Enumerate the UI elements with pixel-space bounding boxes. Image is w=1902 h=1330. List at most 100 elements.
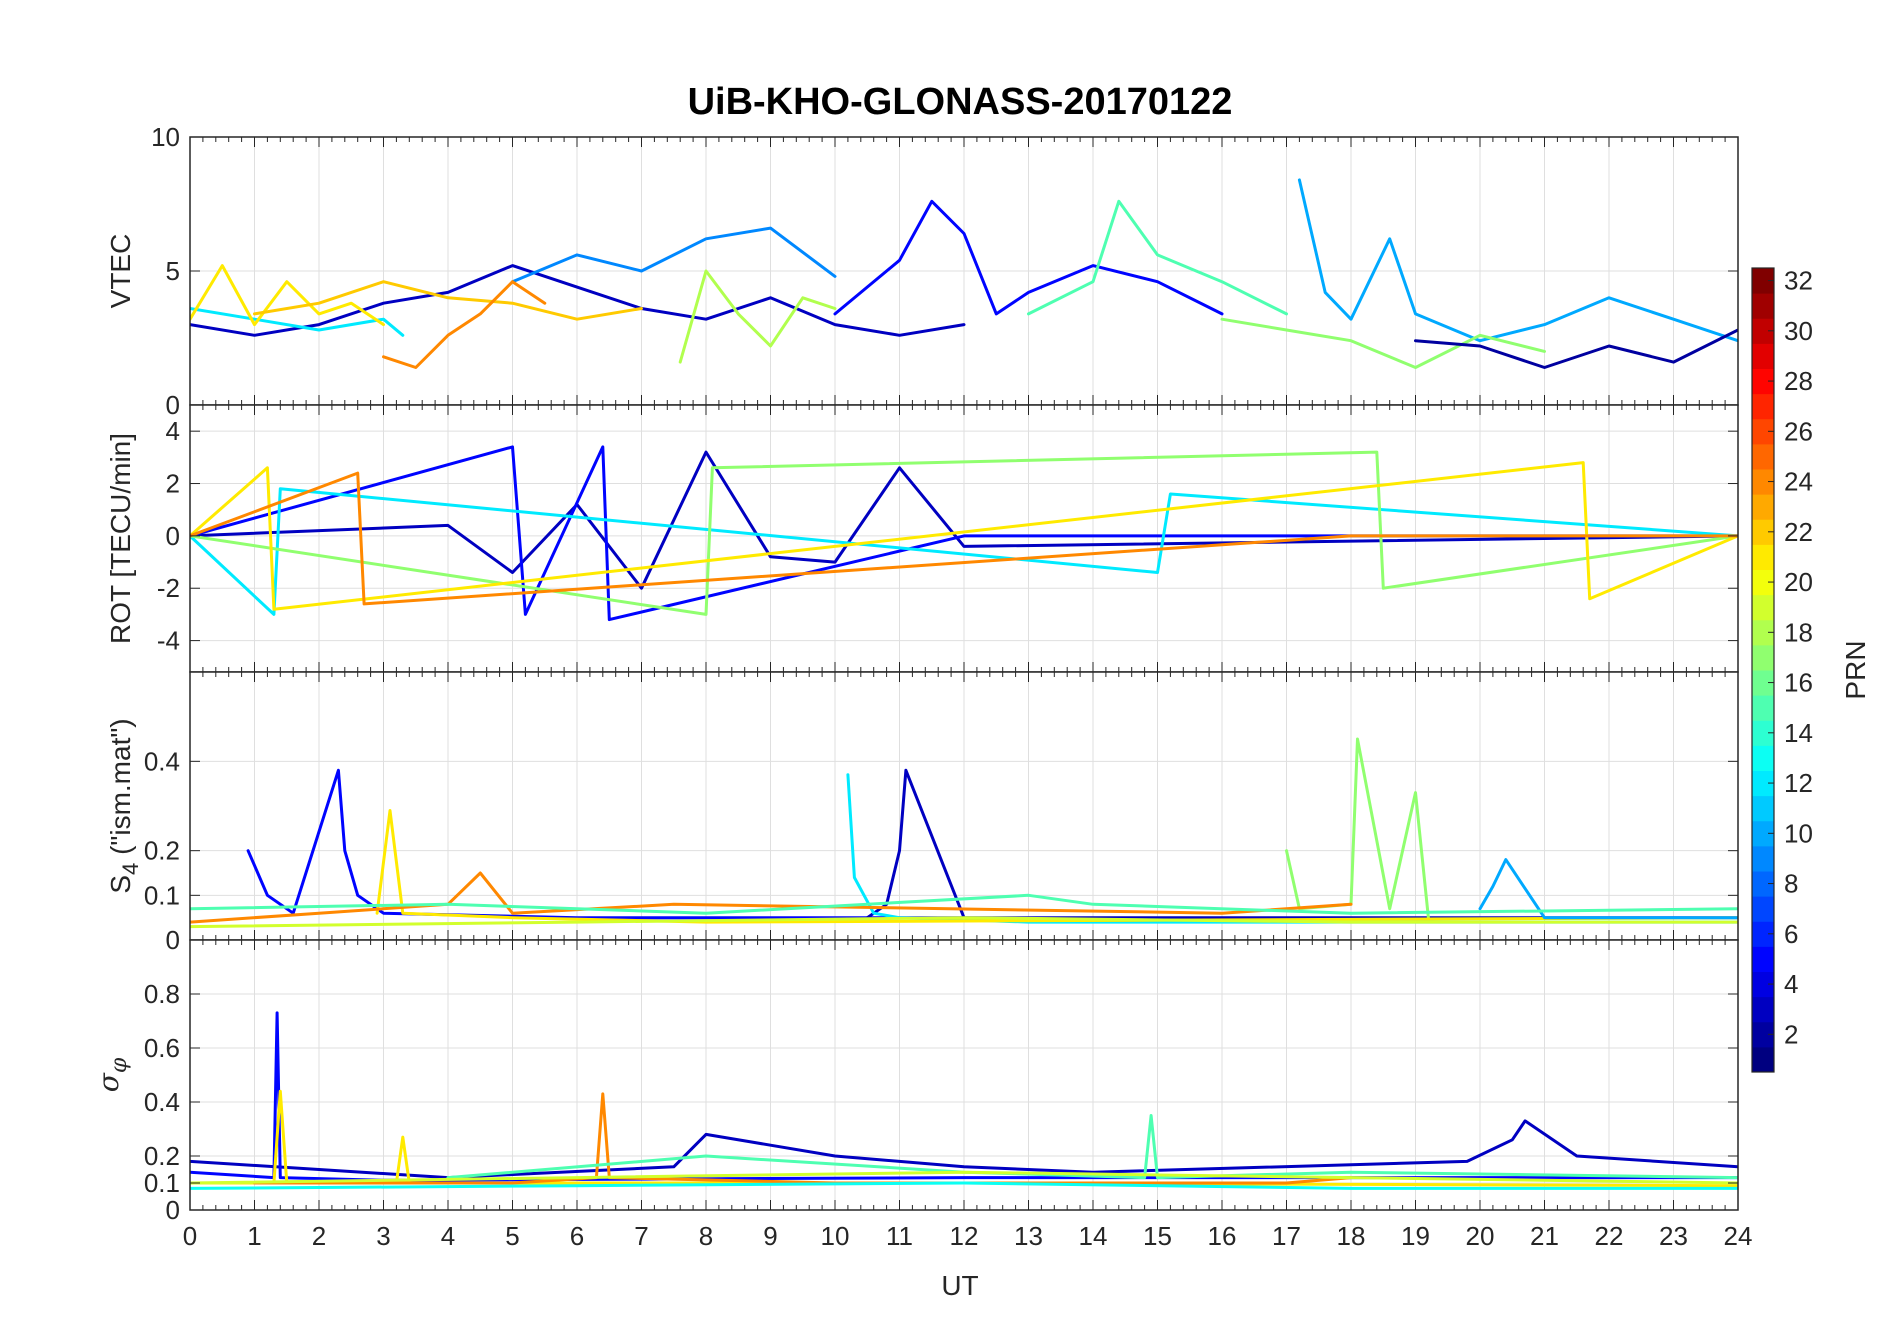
x-tick-label: 0	[183, 1221, 197, 1251]
colorbar-tick-label: 16	[1784, 668, 1813, 698]
series-line-prn-24	[382, 280, 547, 369]
x-tick-label: 21	[1530, 1221, 1559, 1251]
panel-sigma: 00.10.2 0.4 0.6 0.8 σφ	[92, 939, 1739, 1225]
x-tick-label: 9	[763, 1221, 777, 1251]
y-axis-label-part: 4	[118, 863, 143, 875]
panel-s4: 00.10.20.4S4 ("ism.mat")	[105, 671, 1739, 955]
panel-sigma-ticks	[189, 940, 1739, 1211]
series-line-prn-3	[190, 450, 1738, 590]
colorbar-tick-label: 6	[1784, 919, 1798, 949]
y-tick-label: 0.2	[144, 1141, 180, 1171]
colorbar-swatch	[1752, 820, 1774, 847]
panel-rot: -4 -2 0 2 4 ROT [TECU/min]	[105, 404, 1739, 673]
series-line-prn-15	[1027, 199, 1288, 316]
colorbar-tick-label: 18	[1784, 617, 1813, 647]
y-tick-label: 0.4	[144, 1087, 180, 1117]
series-line-prn-24	[253, 1092, 1353, 1185]
panel-vtec: 0 5 10 VTEC	[105, 122, 1739, 420]
colorbar-label: PRN	[1840, 640, 1871, 699]
y-tick-label: 0	[166, 925, 180, 955]
colorbar-swatch	[1752, 1046, 1774, 1073]
x-tick-label: 8	[699, 1221, 713, 1251]
colorbar-tick-label: 12	[1784, 768, 1813, 798]
panel-sigma-series	[190, 1011, 1738, 1190]
x-tick-label: 5	[505, 1221, 519, 1251]
series-line-prn-5	[190, 445, 1738, 622]
series-line-prn-24	[190, 871, 1353, 924]
y-axis-label-sigma: σφ	[92, 1057, 132, 1092]
colorbar-tick-label: 22	[1784, 517, 1813, 547]
colorbar-tick-label: 2	[1784, 1019, 1798, 1049]
colorbar-tick-label: 28	[1784, 366, 1813, 396]
series-line-prn-3	[190, 264, 966, 337]
colorbar-swatch	[1752, 720, 1774, 746]
series-line-prn-12	[190, 487, 1738, 616]
series-line-prn-13	[190, 1181, 1738, 1190]
y-tick-label: 0.4	[144, 746, 180, 776]
colorbar-swatch	[1752, 695, 1774, 721]
x-tick-label: 6	[570, 1221, 584, 1251]
colorbar-swatch	[1752, 795, 1774, 822]
x-tick-label: 1	[247, 1221, 261, 1251]
colorbar-swatch	[1752, 443, 1774, 470]
y-axis-label-s4: S4 ("ism.mat")	[105, 718, 143, 893]
series-line-prn-2	[1414, 328, 1738, 369]
x-tick-label: 7	[634, 1221, 648, 1251]
series-line-prn-21	[375, 809, 1738, 924]
series-line-prn-17	[190, 450, 1738, 616]
x-tick-label: 15	[1143, 1221, 1172, 1251]
series-line-prn-10	[1297, 178, 1738, 343]
y-axis-label-part: σ	[92, 1072, 125, 1092]
series-line-prn-19	[190, 916, 1738, 929]
colorbar-swatch	[1752, 845, 1774, 872]
y-axis-label-part: φ	[107, 1057, 132, 1073]
colorbar-frame	[1751, 267, 1775, 1073]
y-axis-label-rot: ROT [TECU/min]	[105, 433, 136, 644]
x-tick-label: 17	[1272, 1221, 1301, 1251]
panel-s4-series	[190, 737, 1738, 929]
series-line-prn-10	[1478, 858, 1738, 920]
colorbar-tick-label: 4	[1784, 969, 1798, 999]
colorbar-swatch	[1752, 971, 1774, 998]
colorbar-swatch	[1752, 393, 1774, 420]
x-tick-label: 13	[1014, 1221, 1043, 1251]
series-line-prn-18	[678, 269, 837, 364]
x-tick-label: 19	[1401, 1221, 1430, 1251]
colorbar-swatch	[1752, 871, 1774, 897]
series-line-prn-21	[190, 461, 1738, 611]
colorbar-swatch	[1752, 418, 1774, 445]
series-line-prn-5	[833, 199, 1224, 316]
x-tick-label: 2	[312, 1221, 326, 1251]
y-tick-label: 0.1	[144, 880, 180, 910]
panel-rot-ticks	[189, 405, 1739, 672]
series-line-prn-9	[511, 226, 837, 284]
colorbar-swatch	[1752, 544, 1774, 570]
y-tick-label: 0.1	[144, 1168, 180, 1198]
y-tick-label: 4	[166, 416, 180, 446]
x-tick-label: 10	[821, 1221, 850, 1251]
x-tick-label: 24	[1724, 1221, 1753, 1251]
y-tick-label: 0	[166, 1195, 180, 1225]
x-tick-label: 14	[1079, 1221, 1108, 1251]
colorbar-swatch	[1752, 293, 1774, 319]
panel-rot-series	[190, 445, 1738, 622]
x-axis-label: UT	[941, 1270, 978, 1301]
colorbar-swatch	[1752, 996, 1774, 1023]
colorbar-swatch	[1752, 494, 1774, 520]
x-tick-label: 22	[1595, 1221, 1624, 1251]
colorbar-swatch	[1752, 569, 1774, 596]
y-tick-label: 0	[166, 390, 180, 420]
x-tick-label: 16	[1208, 1221, 1237, 1251]
y-tick-label: -2	[157, 573, 180, 603]
x-tick-label: 20	[1466, 1221, 1495, 1251]
series-line-prn-12	[190, 307, 405, 337]
colorbar-tick-label: 10	[1784, 818, 1813, 848]
x-tick-label: 11	[886, 1221, 913, 1251]
series-line-prn-15	[190, 893, 1738, 915]
y-tick-label: 2	[166, 469, 180, 499]
colorbar-tick-label: 26	[1784, 416, 1813, 446]
panel-vtec-series	[190, 178, 1738, 369]
colorbar-tick-label: 14	[1784, 718, 1813, 748]
